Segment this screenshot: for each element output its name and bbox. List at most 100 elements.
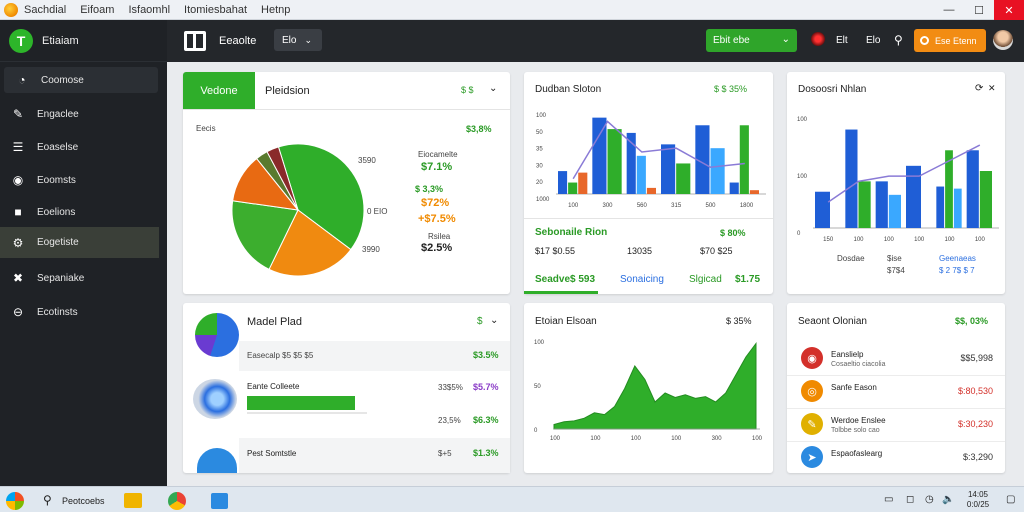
search-icon[interactable]: ⚲ — [894, 33, 903, 47]
row-value: $$5,998 — [960, 353, 993, 363]
menu-item[interactable]: Sachdial — [24, 4, 67, 16]
pie-label: 0 EIO — [367, 207, 388, 216]
y-tick-label: 20 — [536, 180, 543, 186]
list-card: Madel Plad $ ⌄ Easecalp $5 $5 $5 $3.5% E… — [183, 303, 510, 473]
menu-item[interactable]: Hetnp — [261, 4, 291, 16]
sidebar-item-active[interactable]: ⚙ Eogetiste — [0, 227, 159, 258]
browser-icon[interactable] — [168, 492, 186, 510]
row-icon: ➤ — [801, 446, 823, 468]
chevron-down-icon[interactable]: ⌄ — [489, 83, 498, 94]
logo-icon[interactable]: T — [9, 28, 33, 53]
sidebar-item[interactable]: ☰ Eoaselse — [0, 134, 159, 160]
list-item-label: Eante Colleete — [247, 382, 300, 391]
notification-icon[interactable]: ▢ — [1006, 494, 1016, 505]
y-tick-label: 50 — [534, 384, 541, 390]
card-title: Etoian Elsoan — [535, 316, 597, 327]
bar — [845, 129, 858, 228]
x-tick-label: 100 — [975, 237, 986, 243]
bar — [661, 144, 676, 194]
x-tick-label: 100 — [671, 436, 682, 442]
tab-active[interactable]: Vedone — [183, 72, 255, 109]
legend-label: Rsilea — [428, 232, 451, 241]
y-tick-label: 100 — [534, 340, 545, 346]
bar-chart: 100 100 0 150 100 100 100 100 100 — [797, 117, 999, 243]
tab-item[interactable]: Slgicad — [689, 274, 722, 285]
x-tick-label: 100 — [752, 436, 763, 442]
legend-label: $7$4 — [887, 266, 905, 275]
panel-toggle-icon[interactable] — [184, 31, 206, 51]
clock[interactable]: 14:05 0:0/25 — [966, 490, 990, 509]
topbar-label[interactable]: Elo — [866, 35, 881, 46]
x-tick-label: 100 — [590, 436, 601, 442]
row-value: $:3,290 — [962, 452, 993, 462]
bar — [936, 186, 945, 228]
x-tick-label: 100 — [884, 237, 895, 243]
summary-row[interactable]: ◎ Sanfe Eason $:80,530 — [787, 376, 1005, 409]
bar — [945, 150, 953, 228]
menu-item[interactable]: Isfaomhl — [128, 4, 171, 16]
list-row-highlight — [239, 341, 510, 371]
tray-icon[interactable]: ▭ — [884, 494, 894, 505]
summary-row[interactable]: ✎ Werdoe Enslee Tolbbe solo cao $:30,230 — [787, 409, 1005, 442]
stat-title: Sebonaile Rion — [535, 227, 608, 238]
minimize-icon[interactable]: — — [943, 4, 955, 16]
stat-value: $70 $25 — [700, 246, 733, 256]
y-tick-label: 0 — [797, 231, 801, 237]
legend-label: Dosdae — [837, 254, 865, 263]
sidebar-item-label: Eoaselse — [37, 141, 79, 153]
tray-icon[interactable]: ◷ — [925, 494, 934, 505]
sidebar-item[interactable]: ◔ Coomose — [4, 67, 158, 93]
pie-slice — [268, 209, 352, 277]
primary-button[interactable]: Ebit ebe ⌄ — [706, 29, 797, 52]
minus-circle-icon: ⊖ — [12, 305, 24, 319]
progress-track — [247, 412, 367, 414]
summary-row[interactable]: ➤ Espaofaslearg $:3,290 — [787, 442, 1005, 475]
x-tick-label: 100 — [945, 237, 956, 243]
topbar-label[interactable]: Elt — [836, 35, 848, 46]
close-icon[interactable]: ✕ — [988, 83, 996, 93]
sidebar-item[interactable]: ✖ Sepaniake — [0, 265, 159, 291]
area-fill — [553, 341, 757, 430]
y-tick-label: 50 — [536, 130, 543, 136]
chevron-down-icon[interactable]: ⌄ — [490, 315, 499, 326]
taskbar-search[interactable]: Peotcoebs — [62, 496, 105, 506]
card-header-pct: $ 35% — [726, 316, 752, 326]
tab-item[interactable]: Seadve$ 593 — [535, 274, 596, 285]
y-tick-label: 100 — [536, 113, 547, 119]
flower-icon[interactable] — [811, 32, 825, 46]
start-icon[interactable] — [6, 492, 24, 510]
tray-icon[interactable]: ◻ — [906, 494, 915, 505]
action-button[interactable]: Ese Etenn — [914, 29, 986, 52]
sidebar: T Etiaiam ◔ Coomose ✎ Engaclee ☰ Eoaselse ◉… — [0, 20, 167, 486]
sidebar-item[interactable]: ✎ Engaclee — [0, 101, 159, 127]
menu-item[interactable]: Eifoam — [80, 4, 115, 16]
list-row-highlight — [239, 438, 510, 473]
tab-inactive[interactable]: Pleidsion — [265, 85, 310, 97]
bar — [636, 155, 646, 194]
sidebar-item[interactable]: ■ Eoelions — [0, 199, 159, 225]
y-tick-label: 30 — [536, 163, 543, 169]
search-icon[interactable]: ⚲ — [43, 493, 52, 507]
summary-row[interactable]: ◉ Eanslielp Cosaeltio ciacolia $$5,998 — [787, 343, 1005, 376]
filter-dropdown[interactable]: Elo ⌄ — [274, 29, 322, 51]
volume-icon[interactable]: 🔈 — [942, 494, 955, 505]
refresh-icon[interactable]: ⟳ — [975, 83, 984, 94]
window-controls: — ☐ ✕ — [934, 0, 1024, 20]
row-label: Espaofaslearg — [831, 449, 883, 458]
pie-label: 3990 — [362, 245, 380, 254]
avatar[interactable] — [993, 30, 1013, 50]
tab-item[interactable]: $1.75 — [735, 274, 761, 285]
sidebar-item[interactable]: ◉ Eoomsts — [0, 167, 159, 193]
tab-item[interactable]: Sonaicing — [620, 274, 664, 285]
app-window-icon[interactable] — [211, 493, 228, 509]
folder-icon[interactable] — [124, 493, 142, 508]
sidebar-header: T Etiaiam — [0, 20, 167, 62]
sidebar-item-label: Engaclee — [37, 108, 79, 120]
y-tick-label: 35 — [536, 147, 543, 153]
close-icon[interactable]: ✕ — [994, 0, 1024, 20]
menu-item[interactable]: Itomiesbahat — [184, 4, 248, 16]
maximize-icon[interactable]: ☐ — [974, 4, 984, 17]
sidebar-item[interactable]: ⊖ Ecotinsts — [0, 299, 159, 325]
page-title: Eeaolte — [219, 35, 257, 47]
chevron-down-icon: ⌄ — [781, 34, 790, 45]
